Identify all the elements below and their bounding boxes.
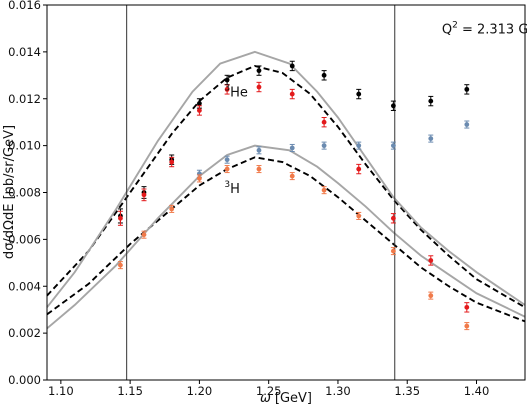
q2-base: Q — [442, 22, 452, 37]
data-point-series-4 — [464, 323, 470, 329]
y-tick-label: 0.004 — [8, 279, 41, 293]
x-axis-label: ω [GeV] — [260, 391, 312, 406]
plot-frame — [46, 4, 526, 381]
vertical-lines-layer — [126, 5, 396, 380]
q2-annotation: Q2 = 2.313 GeV2 — [442, 20, 527, 37]
curve-series-8-solid — [46, 144, 526, 330]
data-point-series-2 — [141, 192, 147, 198]
data-point-series-1 — [321, 72, 327, 78]
data-point-series-2 — [321, 119, 327, 125]
y-tick-label: 0.010 — [8, 139, 41, 153]
curves-layer — [46, 50, 526, 330]
annotation-3h-text: H — [230, 182, 240, 197]
data-point-series-2 — [289, 91, 295, 97]
x-tick-label: 1.40 — [464, 384, 490, 398]
data-point-series-2 — [118, 215, 123, 221]
data-point-series-2 — [390, 215, 396, 221]
q2-text: = 2.313 GeV — [458, 22, 527, 37]
x-axis-label-symbol: ω — [260, 391, 271, 406]
x-tick-label: 1.25 — [256, 384, 282, 398]
y-tick-label: 0.008 — [8, 186, 41, 200]
y-tick-label: 0.000 — [8, 373, 41, 387]
data-point-series-1 — [256, 68, 262, 74]
data-point-series-3 — [356, 143, 362, 149]
data-point-series-4 — [321, 187, 327, 193]
data-point-series-1 — [356, 91, 362, 97]
data-point-series-3 — [464, 122, 470, 127]
curve-series-7-solid — [46, 50, 526, 308]
data-point-series-4 — [356, 213, 362, 219]
annotation-3he-text: He — [230, 86, 248, 101]
data-point-series-2 — [169, 159, 175, 165]
curve-series-5-dashed — [46, 64, 526, 309]
data-point-series-4 — [428, 293, 434, 299]
data-point-series-4 — [289, 173, 295, 179]
x-tick-label: 1.30 — [325, 384, 351, 398]
data-point-series-2 — [464, 304, 470, 310]
x-tick-label: 1.20 — [187, 384, 213, 398]
y-tick-label: 0.012 — [8, 92, 41, 106]
data-point-series-3 — [390, 143, 396, 149]
x-tick-label: 1.15 — [117, 384, 143, 398]
data-point-series-4 — [197, 176, 202, 181]
data-point-series-3 — [289, 145, 295, 151]
data-point-series-2 — [224, 86, 230, 92]
annotation-3h: 3H — [224, 180, 240, 197]
y-axis-label: dσ/dΩdE [nb/sr/GeV] — [2, 125, 17, 259]
data-point-series-1 — [464, 86, 470, 92]
x-axis-label-unit: [GeV] — [275, 391, 312, 406]
data-point-series-2 — [428, 258, 434, 263]
data-point-series-2 — [197, 108, 202, 113]
x-tick-label: 1.35 — [394, 384, 420, 398]
data-point-series-4 — [256, 166, 262, 172]
data-point-series-1 — [390, 103, 396, 109]
data-point-series-4 — [224, 166, 230, 172]
data-point-series-4 — [118, 262, 123, 268]
data-point-series-2 — [256, 84, 262, 90]
annotation-3he: 3He — [224, 84, 248, 101]
data-point-series-1 — [197, 101, 202, 106]
data-point-series-1 — [224, 77, 230, 83]
data-point-series-2 — [356, 166, 362, 172]
data-point-series-4 — [169, 206, 175, 212]
data-points-layer — [117, 60, 470, 331]
annotation-3h-sup: 3 — [224, 180, 230, 190]
annotation-3he-sup: 3 — [224, 84, 230, 94]
data-point-series-3 — [224, 157, 230, 163]
data-point-series-3 — [428, 136, 434, 141]
curve-series-6-dashed — [46, 156, 526, 323]
q2-sup1: 2 — [452, 20, 458, 30]
data-point-series-3 — [256, 147, 262, 153]
data-point-series-4 — [390, 248, 396, 254]
y-tick-label: 0.002 — [8, 326, 41, 340]
data-point-series-3 — [321, 143, 327, 149]
y-tick-label: 0.014 — [8, 45, 41, 59]
x-tick-label: 1.10 — [48, 384, 74, 398]
data-point-series-1 — [428, 98, 434, 104]
data-point-series-1 — [289, 63, 295, 69]
y-tick-label: 0.006 — [8, 232, 41, 246]
y-tick-label: 0.016 — [8, 0, 41, 12]
data-point-series-4 — [141, 232, 147, 238]
axis-ticks-layer: 1.10 1.15 1.20 1.25 1.30 1.35 1.40 0.000 0.002 0.… — [8, 0, 489, 398]
